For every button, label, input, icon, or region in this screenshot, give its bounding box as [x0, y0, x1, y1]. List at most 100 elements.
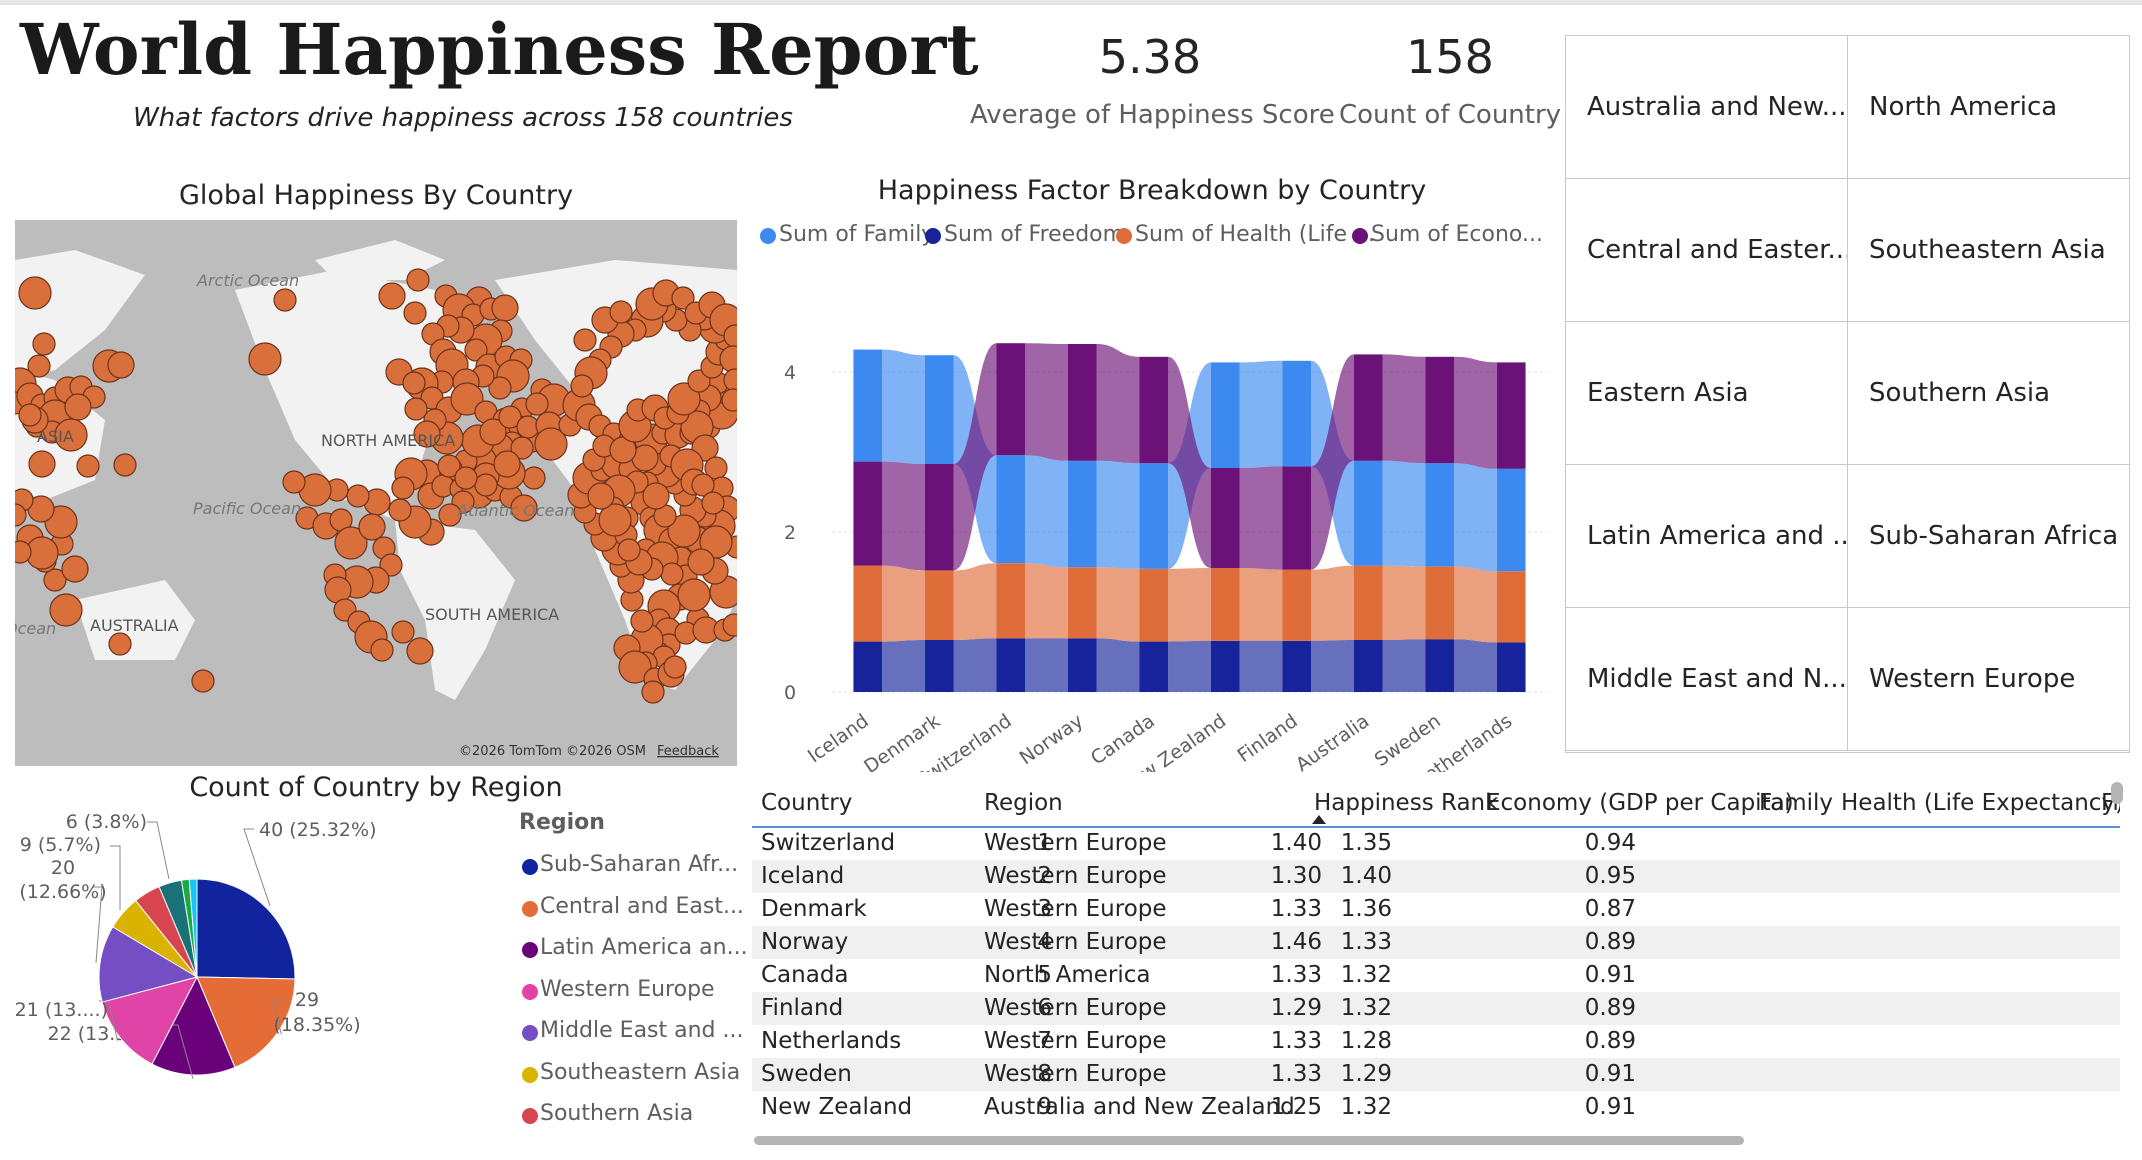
ribbon-sum-of-econo-[interactable]	[1311, 354, 1354, 570]
bar-segment[interactable]	[1353, 354, 1383, 461]
ribbon-sum-of-econo-[interactable]	[882, 461, 925, 571]
world-map[interactable]: Arctic Ocean ASIA NORTH AMERICA Pacific …	[15, 220, 737, 766]
bar-segment[interactable]	[1282, 360, 1312, 467]
ribbon-sum-of-health-life-[interactable]	[1025, 563, 1068, 639]
ribbon-sum-of-freedom[interactable]	[1096, 638, 1140, 692]
map-bubble[interactable]	[49, 593, 83, 627]
bar-segment[interactable]	[924, 640, 954, 692]
ribbon-sum-of-family[interactable]	[1239, 360, 1283, 468]
sort-ascending-icon[interactable]	[1312, 814, 1326, 824]
map-bubble[interactable]	[598, 503, 632, 537]
pie-slice[interactable]	[98, 926, 199, 1003]
map-feedback-link[interactable]: Feedback	[657, 744, 719, 759]
map-bubble[interactable]	[522, 466, 546, 490]
bar-segment[interactable]	[1139, 356, 1169, 464]
ribbon-sum-of-freedom[interactable]	[882, 640, 925, 692]
ribbon-sum-of-family[interactable]	[1025, 455, 1068, 568]
bar-segment[interactable]	[1353, 565, 1383, 640]
slicer-item-southeastern-asia[interactable]: Southeastern Asia	[1848, 179, 2130, 322]
col-header-health[interactable]: Health (Life Expectancy)	[1841, 790, 2120, 816]
bar-segment[interactable]	[1282, 640, 1312, 692]
map-bubble[interactable]	[525, 392, 549, 416]
map-bubble[interactable]	[454, 466, 478, 490]
ribbon-sum-of-freedom[interactable]	[953, 638, 997, 692]
bar-segment[interactable]	[1496, 468, 1526, 572]
ribbon-sum-of-econo-[interactable]	[953, 343, 997, 571]
ribbon-sum-of-econo-[interactable]	[1025, 343, 1068, 461]
bar-segment[interactable]	[853, 461, 883, 566]
ribbon-sum-of-health-life-[interactable]	[1454, 566, 1497, 643]
bar-segment[interactable]	[924, 570, 954, 640]
ribbon-sum-of-family[interactable]	[1454, 463, 1497, 572]
map-bubble[interactable]	[663, 655, 687, 679]
map-bubble[interactable]	[573, 328, 597, 352]
bar-segment[interactable]	[853, 641, 883, 692]
map-bubble[interactable]	[370, 638, 394, 662]
pie-legend-label-6[interactable]: Southeastern Asia	[540, 1060, 741, 1085]
slicer-item-sub-saharan-africa[interactable]: Sub-Saharan Africa	[1848, 465, 2130, 608]
pie-legend-label-7[interactable]: Southern Asia	[540, 1101, 694, 1126]
ribbon-sum-of-family[interactable]	[1096, 460, 1140, 569]
ribbon-sum-of-health-life-[interactable]	[1311, 565, 1354, 641]
map-bubble[interactable]	[54, 418, 88, 452]
bar-segment[interactable]	[924, 464, 954, 571]
pie-slice[interactable]	[101, 976, 198, 1065]
slicer-item-latin-america[interactable]: Latin America and ...	[1566, 465, 1848, 608]
map-bubble[interactable]	[617, 538, 641, 562]
map-bubble[interactable]	[437, 454, 461, 478]
pie-legend-label-2[interactable]: Central and East...	[540, 894, 744, 919]
map-bubble[interactable]	[404, 397, 428, 421]
pie-slice[interactable]	[196, 878, 296, 980]
map-bubble[interactable]	[107, 351, 135, 379]
map-bubble[interactable]	[406, 637, 434, 665]
map-bubble[interactable]	[722, 613, 737, 637]
bar-segment[interactable]	[1210, 362, 1240, 468]
map-bubble[interactable]	[671, 286, 695, 310]
map-bubble[interactable]	[27, 354, 51, 378]
bar-segment[interactable]	[1496, 571, 1526, 643]
pie-legend-label-4[interactable]: Western Europe	[540, 977, 715, 1002]
bar-segment[interactable]	[1067, 638, 1097, 692]
bar-segment[interactable]	[1139, 568, 1169, 642]
bar-segment[interactable]	[1067, 344, 1097, 461]
map-bubble[interactable]	[402, 371, 426, 395]
bar-segment[interactable]	[1210, 468, 1240, 568]
table-row[interactable]: Sweden Western Europe 8 1.33 1.29 0.91	[752, 1058, 2120, 1091]
map-bubble[interactable]	[391, 620, 415, 644]
table-row[interactable]: Norway Western Europe 4 1.46 1.33 0.89	[752, 926, 2120, 959]
ribbon-sum-of-health-life-[interactable]	[1382, 565, 1426, 640]
col-header-region[interactable]: Region	[984, 790, 1063, 816]
ribbon-sum-of-freedom[interactable]	[1168, 640, 1211, 692]
col-header-country[interactable]: Country	[761, 790, 853, 816]
map-bubble[interactable]	[32, 332, 56, 356]
map-bubble[interactable]	[358, 513, 386, 541]
table-row[interactable]: Netherlands Western Europe 7 1.33 1.28 0.89	[752, 1025, 2120, 1058]
ribbon-sum-of-health-life-[interactable]	[882, 565, 925, 642]
ribbon-sum-of-health-life-[interactable]	[1239, 568, 1283, 641]
map-bubble[interactable]	[282, 470, 306, 494]
table-row[interactable]: Denmark Western Europe 3 1.33 1.36 0.87	[752, 893, 2120, 926]
legend-label-health[interactable]: Sum of Health (Life ...	[1135, 222, 1375, 247]
ribbon-sum-of-freedom[interactable]	[1025, 638, 1068, 692]
bar-segment[interactable]	[1353, 640, 1383, 692]
bar-segment[interactable]	[1496, 642, 1526, 692]
slicer-item-southern-asia[interactable]: Southern Asia	[1848, 322, 2130, 465]
legend-label-family[interactable]: Sum of Family	[779, 222, 935, 247]
map-bubble[interactable]	[701, 491, 725, 515]
map-bubble[interactable]	[113, 453, 137, 477]
bar-segment[interactable]	[1210, 568, 1240, 641]
bar-segment[interactable]	[853, 349, 883, 462]
map-bubble[interactable]	[587, 482, 615, 510]
map-bubble[interactable]	[570, 374, 594, 398]
bar-segment[interactable]	[1353, 460, 1383, 566]
map-bubble[interactable]	[18, 403, 42, 427]
vertical-scrollbar-thumb[interactable]	[2111, 782, 2123, 804]
pie-slice[interactable]	[151, 975, 236, 1076]
slicer-item-middle-east[interactable]: Middle East and N...	[1566, 608, 1848, 751]
pie-legend-label-5[interactable]: Middle East and ...	[540, 1018, 744, 1043]
bar-segment[interactable]	[1210, 640, 1240, 692]
pie-slice[interactable]	[196, 976, 296, 1069]
map-bubble[interactable]	[687, 548, 715, 576]
map-bubble[interactable]	[15, 503, 27, 527]
map-bubble[interactable]	[493, 450, 521, 478]
